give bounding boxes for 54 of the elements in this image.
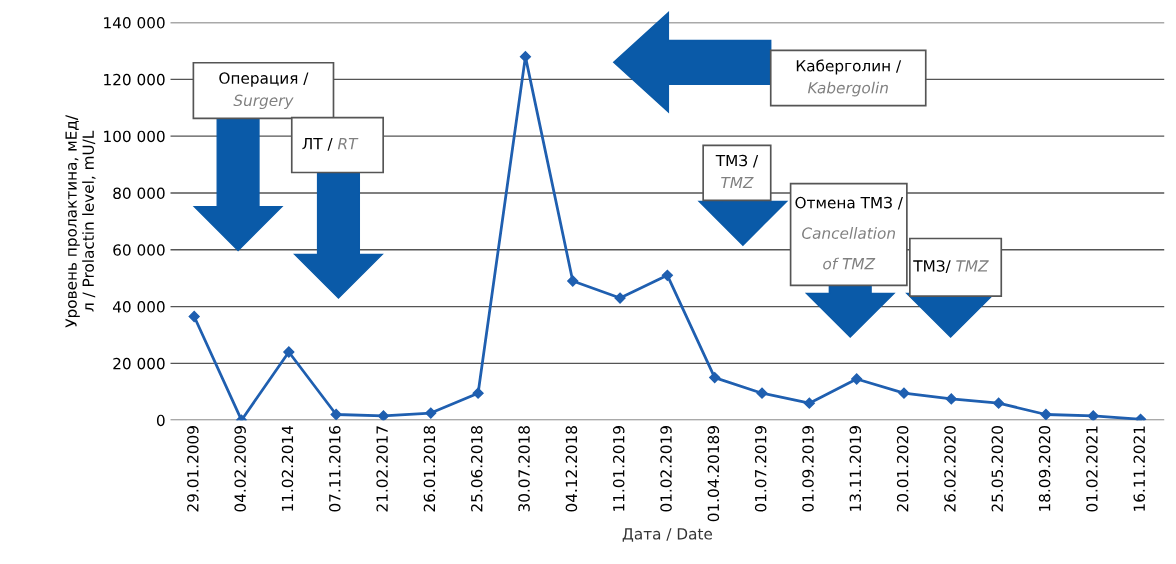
- y-tick-label: 120 000: [104, 73, 165, 86]
- x-tick-label: 16.11.2021: [1133, 426, 1146, 511]
- x-tick-label: 11.01.2019: [612, 426, 625, 511]
- x-axis-title: Дата / Date: [622, 528, 713, 542]
- x-tick-label: 01.09.2019: [802, 426, 814, 512]
- annotation: Каберголин / Kabergolin: [796, 59, 902, 97]
- y-tick-label: 20 000: [113, 357, 165, 370]
- x-tick-label: 01.07.2019: [754, 426, 767, 512]
- x-tick-label: 26.01.2018: [423, 426, 436, 512]
- x-tick-label: 29.01.2009: [187, 426, 199, 512]
- x-tick-label: 01.02.2021: [1086, 426, 1098, 512]
- point: [898, 387, 910, 399]
- y-tick-label: 60 000: [113, 244, 165, 256]
- y-axis-title: Уровень пролактина, мЕд/л / Prolactin level, mU/L: [65, 114, 96, 328]
- annotation: ЛТ / RT: [302, 138, 359, 151]
- x-tick-label: 04.12.2018: [565, 426, 578, 512]
- point: [188, 310, 200, 323]
- x-tick-label: 25.05.2020: [991, 426, 1004, 512]
- annotation: ТМЗ / TMZ: [715, 154, 759, 189]
- x-tick-label: 25.06.2018: [470, 426, 483, 512]
- x-tick-label: 01.02.2019: [660, 426, 672, 512]
- y-tick-label: 100 000: [104, 130, 165, 143]
- point: [851, 373, 863, 385]
- point: [567, 275, 579, 287]
- annotation: Операция / Surgery: [219, 72, 309, 110]
- x-tick-label: 13.11.2019: [849, 426, 862, 511]
- x-tick-label: 26.02.2020: [944, 426, 956, 512]
- y-tick-label: 80 000: [113, 187, 165, 199]
- point: [945, 393, 957, 405]
- point: [756, 387, 768, 399]
- point: [709, 371, 721, 384]
- point: [283, 346, 295, 358]
- y-tick-label: 0: [156, 414, 165, 427]
- x-tick-label: 04.02.2009: [234, 426, 246, 512]
- point: [803, 397, 815, 409]
- x-tick-label: 20.01.2020: [896, 426, 909, 512]
- x-tick-label: 01.04.20189: [707, 426, 720, 522]
- annotation: ТМЗ/TMZ: [913, 260, 989, 273]
- text: Отмена ТМЗ / Cancellation of TMZ: [795, 196, 903, 270]
- x-tick-label: 21.02.2017: [376, 426, 388, 512]
- point: [1040, 408, 1052, 421]
- x-tick-label: 07.11.2016: [329, 426, 341, 512]
- point: [425, 407, 437, 419]
- y-tick-label: 40 000: [112, 301, 165, 313]
- x-tick-label: 18.09.2020: [1038, 426, 1051, 511]
- x-tick-label: 11.02.2014: [281, 425, 294, 511]
- point: [661, 269, 673, 281]
- point: [377, 410, 390, 421]
- point: [472, 387, 484, 399]
- y-tick-label: 140 000: [104, 17, 165, 29]
- point: [330, 408, 342, 421]
- point: [1087, 410, 1099, 421]
- point: [993, 397, 1005, 409]
- x-tick-label: 30.07.2018: [518, 426, 530, 512]
